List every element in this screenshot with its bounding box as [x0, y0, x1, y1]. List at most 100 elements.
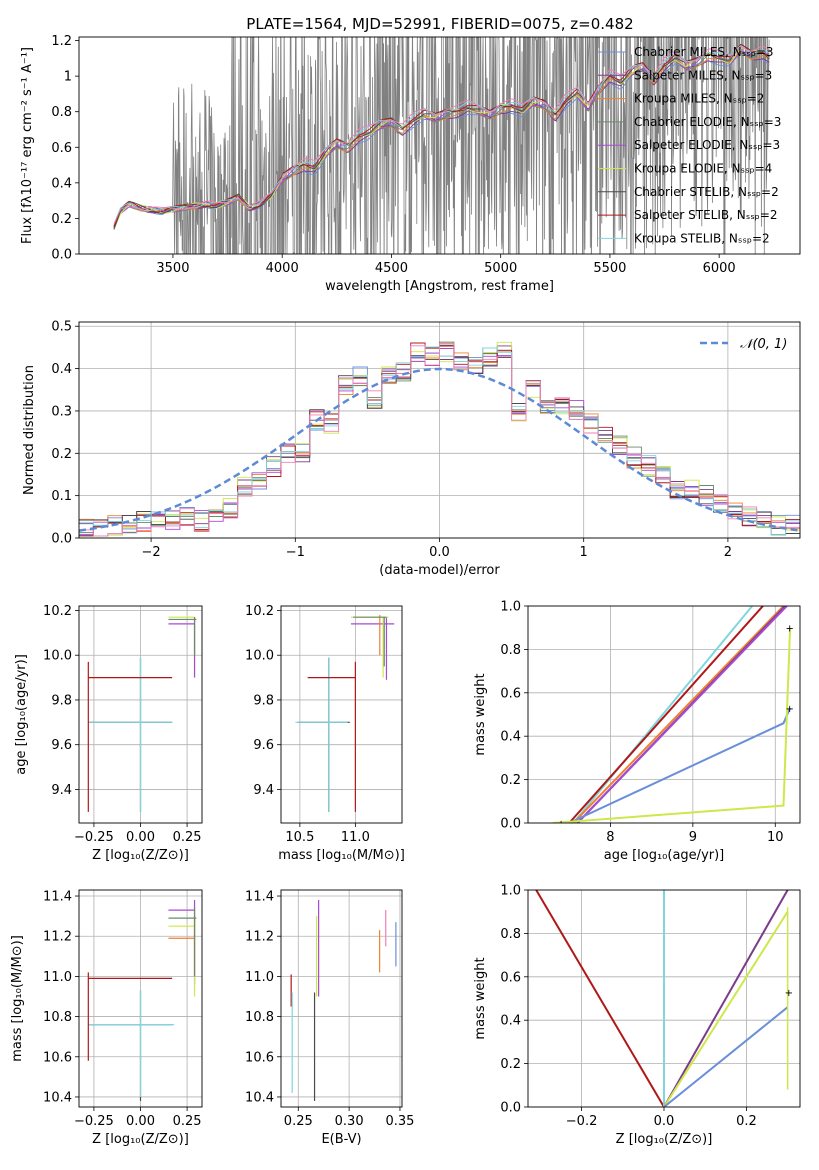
model-spectrum-line	[113, 45, 770, 225]
y-tick-label: 10.2	[245, 604, 274, 619]
y-axis-label: mass weight	[473, 957, 488, 1039]
y-tick-label: 10.6	[245, 1050, 274, 1065]
y-tick-label: 0.4	[51, 176, 72, 191]
panel-age-vs-mass: 10.5 11.0 9.4 9.6 9.8 10.0 10.2 mass [log₁₀(M/M…	[245, 604, 405, 863]
y-tick-label: 10.8	[245, 1010, 274, 1025]
y-tick-label: 9.8	[51, 693, 72, 708]
x-axis-label: age [log₁₀(age/yr)]	[604, 848, 725, 863]
axes-frame	[280, 889, 403, 1108]
x-axis-label: Z [log₁₀(Z/Z⊙)]	[616, 1132, 713, 1147]
plot-area	[79, 890, 202, 1107]
figure-title: PLATE=1564, MJD=52991, FIBERID=0075, z=0…	[246, 15, 633, 33]
y-tick-label: 10.0	[43, 649, 72, 664]
x-tick-label: 2	[724, 545, 732, 560]
y-tick-label: 9.8	[253, 693, 274, 708]
mass-weight-line	[572, 606, 785, 823]
x-tick-label: 0.0	[429, 545, 450, 560]
y-tick-label: 1.0	[500, 600, 521, 615]
plot-area	[113, 37, 770, 254]
x-axis-label: Z [log₁₀(Z/Z⊙)]	[92, 848, 189, 863]
y-tick-label: 0.0	[500, 1101, 521, 1116]
y-tick-label: 11.4	[245, 890, 274, 905]
x-axis-label: Z [log₁₀(Z/Z⊙)]	[92, 1132, 189, 1147]
x-tick-label: 5000	[484, 261, 517, 276]
x-axis-label: wavelength [Angstrom, rest frame]	[325, 279, 554, 294]
y-axis-label: Flux [fλ10⁻¹⁷ erg cm⁻² s⁻¹ A⁻¹]	[20, 47, 35, 244]
y-tick-label: 9.4	[253, 783, 274, 798]
y-tick-label: 0.4	[500, 1014, 521, 1029]
y-tick-label: 0.4	[500, 730, 521, 745]
plot-area	[281, 890, 402, 1107]
y-tick-label: 0.1	[51, 489, 72, 504]
x-tick-label: 0.25	[173, 830, 202, 845]
legend-label: Salpeter ELODIE, Nₛₛₚ=3	[634, 138, 780, 152]
x-axis-label: mass [log₁₀(M/M⊙)]	[278, 848, 405, 863]
y-tick-label: 1.2	[51, 34, 72, 49]
x-tick-label: −1	[286, 545, 305, 560]
panel-mass-vs-extinction: 0.25 0.30 0.35 10.4 10.6 10.8 11.0 11.2 11.4 E(B-…	[245, 890, 414, 1147]
y-tick-label: 0.2	[500, 1057, 521, 1072]
x-tick-label: 4000	[266, 261, 299, 276]
x-tick-label: 0.25	[284, 1114, 313, 1129]
legend-label: Salpeter MILES, Nₛₛₚ=3	[634, 68, 772, 82]
marker-plus: +	[785, 624, 793, 635]
y-tick-label: 11.2	[245, 930, 274, 945]
x-tick-label: 10.5	[285, 830, 314, 845]
axes-frame	[78, 889, 203, 1108]
plot-area: +	[528, 890, 800, 1107]
axes-frame	[527, 889, 801, 1108]
x-tick-label: −0.25	[74, 830, 114, 845]
plot-area	[79, 606, 202, 823]
y-tick-label: 11.0	[245, 970, 274, 985]
axes-frame	[280, 605, 403, 824]
panel-age-vs-metallicity: −0.25 0.00 0.25 9.4 9.6 9.8 10.0 10.2 Z [log₁₀(Z…	[14, 604, 203, 863]
y-tick-label: 0.0	[51, 532, 72, 547]
panel-mass-weight-vs-metallicity: + −0.2 0.0 0.2 0.0 0.2 0.4 0.6 0.8 1.0 Z [log₁₀(Z/…	[473, 884, 801, 1147]
axes-frame	[78, 321, 801, 539]
y-tick-label: 11.2	[43, 930, 72, 945]
mass-weight-line	[552, 627, 792, 823]
x-tick-label: 1	[580, 545, 588, 560]
axes-frame	[78, 36, 801, 255]
x-tick-label: 9	[689, 830, 697, 845]
y-tick-label: 11.0	[43, 970, 72, 985]
y-tick-label: 0.6	[500, 970, 521, 985]
y-axis-label: age [log₁₀(age/yr)]	[14, 654, 29, 775]
mass-weight-line	[535, 890, 665, 1107]
y-tick-label: 9.4	[51, 783, 72, 798]
y-tick-label: 0.3	[51, 404, 72, 419]
y-tick-label: 0.5	[51, 320, 72, 335]
y-tick-label: 0.6	[51, 141, 72, 156]
x-tick-label: 0.00	[126, 830, 155, 845]
x-tick-label: 0.0	[654, 1114, 675, 1129]
panel-spectrum: 3500 4000 4500 5000 5500 6000 0.0 0.2 0.4 0.6 0.8 1…	[20, 34, 801, 294]
panel-mass-weight-vs-age: + + +8 9 10 0.0 0.2 0.4 0.6 0.8 1.0 age [log₁₀(age/…	[473, 600, 801, 863]
plot-area: + + +	[528, 606, 800, 830]
legend-label: Chabrier STELIB, Nₛₛₚ=2	[634, 185, 779, 199]
x-tick-label: 0.35	[385, 1114, 414, 1129]
legend-label: Chabrier MILES, Nₛₛₚ=3	[634, 45, 774, 59]
legend-label: Kroupa ELODIE, Nₛₛₚ=4	[634, 162, 772, 176]
x-tick-label: 5500	[593, 261, 626, 276]
mass-weight-line	[663, 1006, 789, 1107]
y-tick-label: 0.8	[51, 105, 72, 120]
axes-frame	[527, 605, 801, 824]
x-tick-label: −0.2	[566, 1114, 598, 1129]
mass-weight-line	[663, 890, 789, 1107]
marker-plus: +	[557, 819, 565, 830]
y-tick-label: 0.4	[51, 362, 72, 377]
mass-weight-line	[572, 606, 753, 823]
x-axis-label: (data-model)/error	[379, 563, 500, 578]
y-tick-label: 10.8	[43, 1010, 72, 1025]
mass-weight-line	[568, 707, 792, 823]
y-tick-label: 0.2	[500, 773, 521, 788]
x-tick-label: 3500	[156, 261, 189, 276]
legend-label: Salpeter STELIB, Nₛₛₚ=2	[634, 208, 778, 222]
plot-area	[281, 606, 402, 823]
y-tick-label: 0.0	[500, 817, 521, 832]
x-tick-label: 0.30	[335, 1114, 364, 1129]
x-tick-label: 4500	[375, 261, 408, 276]
x-tick-label: 8	[606, 830, 614, 845]
mass-weight-line	[576, 606, 788, 823]
